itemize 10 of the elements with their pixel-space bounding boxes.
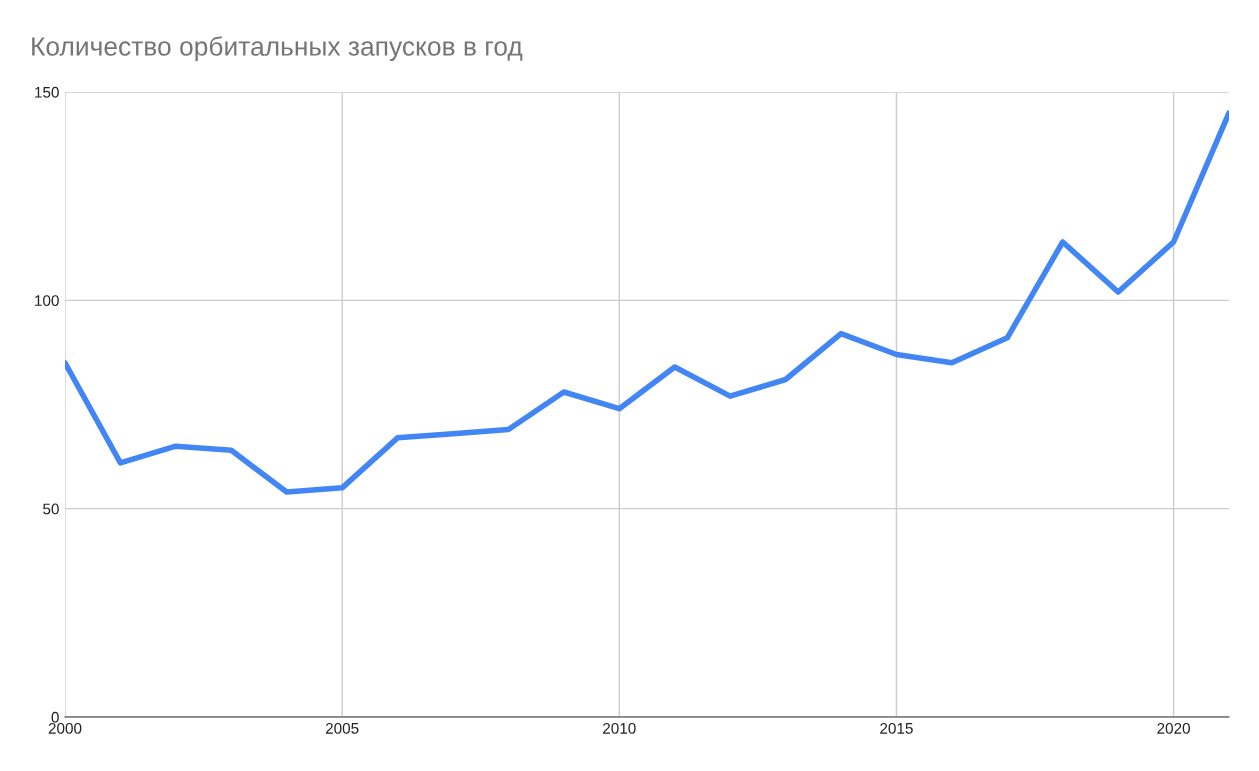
y-tick-label: 100 bbox=[35, 295, 59, 307]
y-tick-label: 50 bbox=[43, 503, 59, 515]
y-tick-label: 0 bbox=[51, 711, 59, 723]
x-tick-label: 2010 bbox=[603, 722, 636, 734]
chart-title: Количество орбитальных запусков в год bbox=[32, 36, 523, 62]
y-tick-label: 150 bbox=[35, 86, 59, 98]
x-tick-label: 2020 bbox=[1157, 722, 1190, 734]
x-tick-label: 2005 bbox=[325, 722, 359, 734]
x-tick-label: 2015 bbox=[880, 722, 913, 734]
x-tick-label: 2000 bbox=[48, 722, 82, 734]
